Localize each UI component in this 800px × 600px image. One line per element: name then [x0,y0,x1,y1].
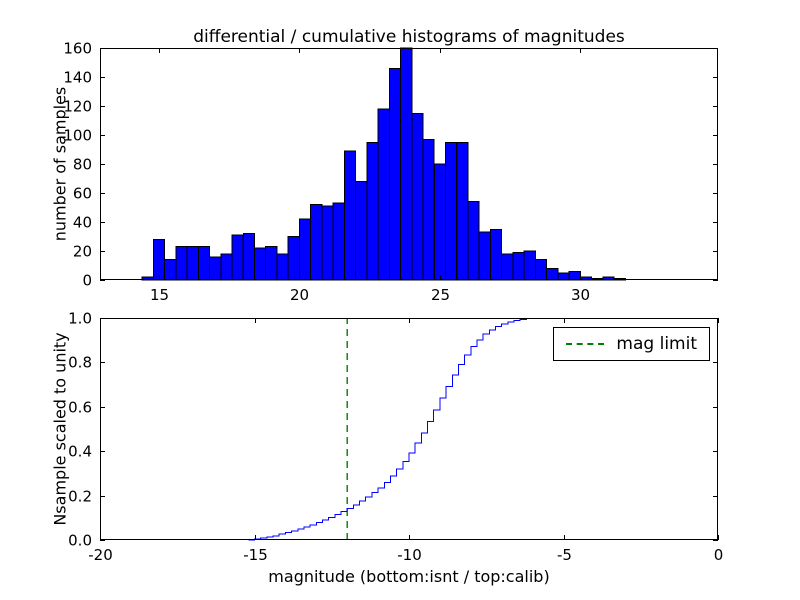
y-tick-label: 140 [63,69,92,87]
y-tick-label: 0.0 [68,532,92,550]
histogram-bar [287,236,300,281]
mag-limit-dashed-line-swatch [566,343,605,345]
y-tick-label: 0.4 [68,443,92,461]
histogram-bar [332,202,345,281]
histogram-bar [400,47,413,281]
y-tick-label: 40 [73,214,92,232]
histogram-bar [388,67,401,281]
histogram-bar [433,163,446,281]
histogram-bar [512,251,525,281]
y-tick-label: 1.0 [68,310,92,328]
x-tick-label: -5 [557,546,572,564]
y-tick-label: 160 [63,40,92,58]
y-tick-label: 0.8 [68,354,92,372]
histogram-bar [310,204,323,281]
histogram-bar [242,233,256,281]
x-tick-label: 30 [571,286,590,304]
chart-title: differential / cumulative histograms of … [193,27,625,47]
histogram-bar [411,112,424,281]
y-tick-label: 80 [73,156,92,174]
x-tick-label: -10 [397,546,422,564]
legend-box: mag limit [553,327,710,361]
y-tick-label: 0.6 [68,399,92,417]
histogram-bar [164,259,177,281]
histogram-bar [209,256,222,281]
y-tick-label: 120 [63,98,92,116]
histogram-bar [276,253,289,281]
y-tick-label: 100 [63,127,92,145]
y-tick-label: 0 [82,272,92,290]
histogram-bar [523,250,536,281]
histogram-bar [568,270,581,281]
y-tick-label: 0.2 [68,488,92,506]
histogram-bar [366,141,379,281]
y-tick-label: 60 [73,185,92,203]
histogram-bar [220,253,233,281]
x-tick-label: -15 [243,546,268,564]
bottom-x-axis-label: magnitude (bottom:isnt / top:calib) [268,567,550,586]
histogram-bar [422,138,435,281]
histogram-bar [152,238,166,281]
histogram-bar [231,234,244,281]
histogram-bar [265,246,278,281]
histogram-bar [355,180,368,281]
histogram-bar [445,141,458,281]
top-y-axis-label: number of samples [50,86,70,242]
histogram-bar [343,150,357,281]
histogram-bar [298,218,312,281]
bottom-y-axis-label: Nsample scaled to unity [50,332,70,526]
histogram-bar [254,247,267,281]
cumulative-step-line [248,318,534,541]
x-tick-label: 15 [150,286,169,304]
histogram-bar [377,108,390,281]
x-tick-label: 25 [431,286,450,304]
x-tick-label: 0 [714,546,724,564]
histogram-bar [490,228,503,281]
histogram-bar [546,267,559,281]
histogram-bar [534,259,548,281]
histogram-bar [478,231,491,281]
histogram-bar [197,246,211,281]
x-tick-label: 20 [290,286,309,304]
x-tick-label: -20 [88,546,113,564]
histogram-bar [321,205,334,281]
histogram-bar [467,201,480,281]
legend-entry-label: mag limit [616,334,697,354]
histogram-bar [186,246,199,281]
histogram-bar [175,246,188,281]
histogram-bar [501,253,514,281]
histogram-bar [456,141,469,281]
y-tick-label: 20 [73,243,92,261]
